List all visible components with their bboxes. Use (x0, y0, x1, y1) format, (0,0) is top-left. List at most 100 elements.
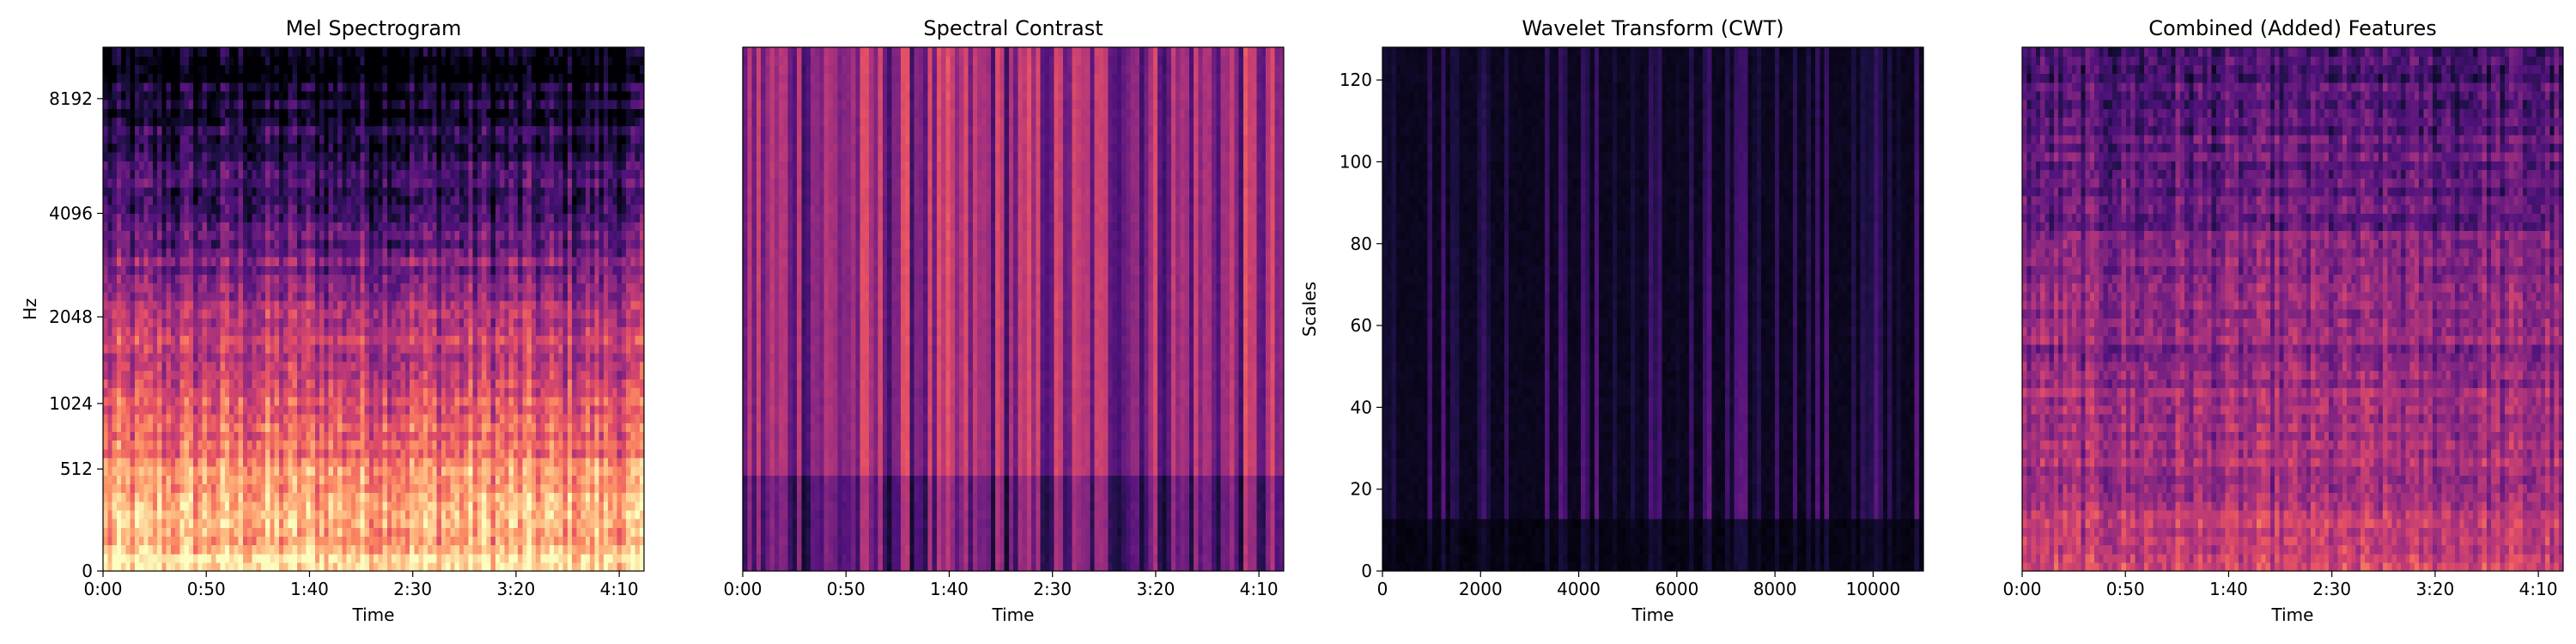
heatmap-cell (103, 353, 108, 362)
heatmap-cell (143, 64, 149, 74)
heatmap-cell (157, 326, 162, 336)
heatmap-cell (103, 405, 108, 415)
heatmap-cell (135, 74, 140, 83)
heatmap-cell (117, 483, 122, 493)
heatmap-cell (131, 152, 136, 161)
heatmap-cell (161, 82, 167, 92)
heatmap-cell (149, 292, 154, 301)
heatmap-cell (153, 562, 158, 572)
heatmap-cell (143, 74, 149, 83)
heatmap-cell (143, 309, 149, 319)
heatmap-cell (103, 536, 108, 545)
heatmap-cell (103, 379, 108, 388)
heatmap-cell (153, 292, 158, 301)
heatmap-cell (153, 143, 158, 153)
heatmap-cell (161, 397, 167, 406)
heatmap-cell (121, 309, 126, 319)
heatmap-cell (153, 510, 158, 519)
heatmap-cell (107, 414, 112, 423)
heatmap-cell (139, 117, 144, 126)
heatmap-cell (167, 370, 172, 380)
heatmap-cell (157, 248, 162, 258)
heatmap-cell (161, 405, 167, 415)
heatmap-cell (153, 397, 158, 406)
heatmap-cell (112, 204, 118, 214)
heatmap-cell (143, 100, 149, 109)
heatmap-cell (131, 82, 136, 92)
heatmap-cell (149, 449, 154, 459)
heatmap-cell (117, 527, 122, 537)
heatmap-cell (121, 283, 126, 293)
heatmap-cell (139, 108, 144, 118)
heatmap-cell (161, 56, 167, 65)
heatmap-cell (157, 379, 162, 388)
heatmap-cell (161, 204, 167, 214)
heatmap-cell (103, 56, 108, 65)
heatmap-cell (112, 466, 118, 476)
heatmap-cell (121, 240, 126, 249)
heatmap-cell (107, 292, 112, 301)
heatmap-cell (153, 196, 158, 205)
heatmap-cell (131, 204, 136, 214)
heatmap-cell (153, 466, 158, 476)
heatmap-cell (131, 301, 136, 310)
heatmap-cell (157, 414, 162, 423)
heatmap-cell (149, 388, 154, 398)
heatmap-cell (149, 422, 154, 432)
heatmap-cell (135, 501, 140, 511)
heatmap-cell (135, 370, 140, 380)
heatmap-cell (157, 510, 162, 519)
heatmap-cell (121, 545, 126, 555)
heatmap-cell (167, 240, 172, 249)
heatmap-cell (167, 536, 172, 545)
heatmap-cell (117, 493, 122, 502)
heatmap-cell (121, 405, 126, 415)
heatmap-cell (161, 196, 167, 205)
heatmap-cell (139, 100, 144, 109)
heatmap-cell (153, 187, 158, 197)
heatmap-cell (153, 108, 158, 118)
heatmap-cell (117, 405, 122, 415)
heatmap-cell (167, 274, 172, 283)
heatmap-cell (161, 519, 167, 528)
heatmap-cell (103, 222, 108, 231)
heatmap-cell (135, 179, 140, 188)
heatmap-cell (161, 152, 167, 161)
heatmap-cell (121, 161, 126, 170)
heatmap-cell (149, 222, 154, 231)
heatmap-cell (131, 449, 136, 459)
heatmap-cell (117, 379, 122, 388)
heatmap-cell (167, 397, 172, 406)
heatmap-cell (121, 117, 126, 126)
heatmap-cell (131, 527, 136, 537)
heatmap-cell (161, 466, 167, 476)
heatmap-cell (121, 222, 126, 231)
heatmap-cell (131, 379, 136, 388)
heatmap-cell (135, 397, 140, 406)
heatmap-cell (117, 475, 122, 484)
heatmap-cell (143, 475, 149, 484)
heatmap-cell (131, 161, 136, 170)
heatmap-cell (117, 274, 122, 283)
heatmap-cell (139, 370, 144, 380)
heatmap-cell (157, 440, 162, 450)
heatmap-cell (103, 466, 108, 476)
heatmap-cell (135, 283, 140, 293)
heatmap-cell (103, 414, 108, 423)
heatmap-cell (112, 344, 118, 354)
heatmap-cell (153, 117, 158, 126)
heatmap-cell (107, 397, 112, 406)
heatmap-cell (149, 326, 154, 336)
heatmap-cell (131, 562, 136, 572)
heatmap-cell (135, 257, 140, 266)
heatmap-cell (149, 56, 154, 65)
heatmap-cell (161, 274, 167, 283)
heatmap-cell (153, 336, 158, 345)
heatmap-cell (139, 143, 144, 153)
heatmap-cell (125, 82, 131, 92)
heatmap-cell (103, 64, 108, 74)
heatmap-cell (157, 318, 162, 327)
heatmap-cell (125, 283, 131, 293)
heatmap-cell (143, 493, 149, 502)
heatmap-cell (131, 222, 136, 231)
